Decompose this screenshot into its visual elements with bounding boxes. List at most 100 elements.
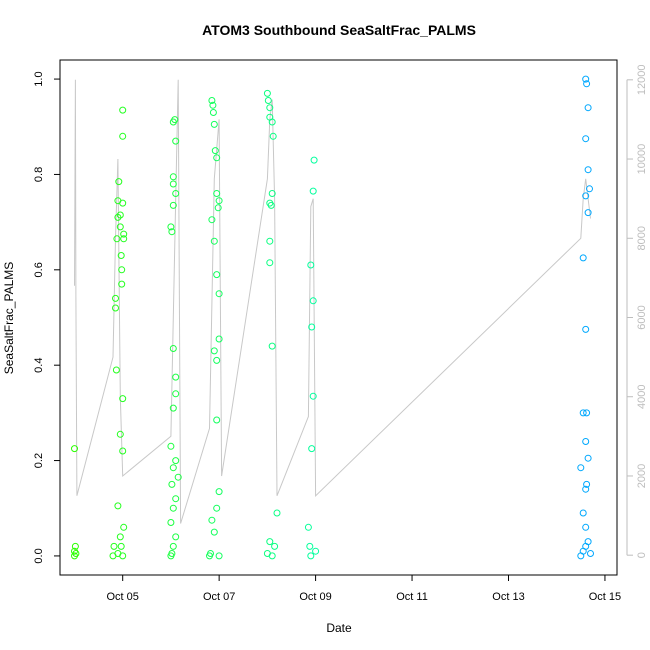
data-point — [584, 454, 592, 462]
data-point — [213, 190, 221, 197]
data-point — [116, 211, 124, 219]
data-point — [214, 204, 222, 212]
data-point — [308, 323, 316, 331]
data-point — [119, 447, 127, 455]
data-point — [309, 187, 317, 195]
data-point — [119, 106, 127, 114]
y2-axis: 0 2000 4000 6000 8000 10000 12000 — [626, 65, 648, 558]
data-point — [169, 180, 177, 188]
data-point — [169, 542, 177, 550]
y2-tick-label: 6000 — [636, 305, 648, 329]
data-point — [582, 523, 590, 531]
data-point — [169, 504, 177, 512]
data-point — [584, 166, 592, 174]
x-axis-label: Date — [326, 621, 352, 635]
altitude-layer — [74, 79, 591, 524]
data-point — [268, 342, 276, 350]
data-point — [215, 197, 223, 205]
data-point — [309, 297, 317, 305]
data-point — [579, 409, 587, 417]
y2-tick-label: 8000 — [636, 226, 648, 250]
x-tick-label: Oct 05 — [106, 591, 138, 603]
data-point — [118, 266, 126, 274]
data-point — [577, 464, 585, 472]
data-point — [172, 457, 180, 465]
data-point — [266, 538, 274, 546]
data-point — [112, 304, 119, 312]
data-point — [587, 550, 594, 557]
data-point — [171, 116, 179, 124]
data-point — [263, 550, 271, 557]
data-point — [263, 89, 271, 97]
data-point — [309, 392, 317, 400]
y2-tick-label: 2000 — [636, 464, 648, 488]
data-point — [209, 109, 217, 116]
data-point — [586, 185, 593, 193]
data-point — [117, 542, 125, 550]
data-point — [116, 223, 124, 231]
data-point — [208, 216, 216, 224]
data-point — [167, 223, 175, 231]
data-point — [307, 261, 315, 269]
data-point — [577, 552, 585, 560]
y-tick-label: 0.4 — [33, 358, 45, 373]
data-point — [118, 280, 126, 288]
x-axis: Oct 05 Oct 07 Oct 09 Oct 11 Oct 13 Oct 15 — [106, 575, 621, 603]
data-point — [213, 154, 221, 162]
data-point — [208, 516, 216, 524]
data-point — [172, 137, 180, 145]
data-point — [579, 509, 587, 517]
data-point — [583, 80, 591, 88]
data-point — [72, 550, 80, 557]
data-point — [113, 235, 121, 243]
data-point — [120, 523, 128, 531]
plot-frame — [59, 59, 618, 576]
y2-tick-label: 4000 — [636, 384, 648, 408]
data-point — [116, 430, 124, 438]
data-point — [207, 550, 214, 557]
data-point — [172, 390, 180, 398]
data-point — [114, 213, 122, 221]
data-point — [312, 547, 320, 555]
data-point — [266, 237, 274, 245]
x-tick-label: Oct 07 — [203, 591, 235, 603]
data-point — [172, 373, 180, 381]
data-point — [169, 404, 177, 412]
x-tick-label: Oct 13 — [492, 591, 524, 603]
data-point — [266, 104, 274, 112]
y2-tick-label: 0 — [636, 552, 648, 558]
x-tick-label: Oct 09 — [299, 591, 331, 603]
data-point — [169, 201, 177, 209]
data-point — [268, 118, 276, 126]
data-point — [116, 533, 124, 541]
data-point — [120, 230, 128, 238]
data-point — [169, 173, 177, 181]
y2-tick-label: 12000 — [636, 65, 648, 96]
chart-title: ATOM3 Southbound SeaSaltFrac_PALMS — [202, 22, 476, 38]
data-point — [172, 190, 180, 197]
data-point — [579, 254, 587, 262]
data-point — [71, 542, 79, 550]
data-point — [304, 523, 312, 531]
y-tick-label: 0.2 — [33, 453, 45, 468]
data-point — [209, 101, 217, 109]
data-point — [210, 528, 218, 536]
data-point — [582, 438, 590, 445]
data-point — [584, 209, 592, 217]
y-axis-label: SeaSaltFrac_PALMS — [2, 262, 16, 375]
data-point — [269, 132, 277, 140]
data-point — [582, 75, 590, 83]
data-point — [172, 495, 180, 503]
data-point — [169, 345, 177, 352]
data-point — [112, 294, 119, 302]
data-point — [213, 416, 221, 424]
y-tick-label: 0.8 — [33, 167, 45, 182]
data-point — [169, 464, 177, 472]
data-point — [114, 502, 122, 510]
data-point — [168, 480, 176, 488]
data-point — [208, 97, 216, 104]
data-point — [215, 552, 223, 560]
data-point — [271, 542, 279, 550]
y-tick-label: 0.0 — [33, 548, 45, 563]
